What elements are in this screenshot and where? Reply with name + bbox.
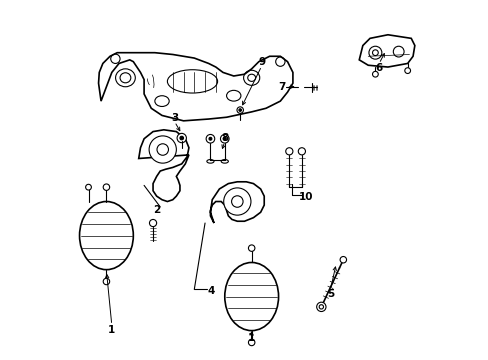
Circle shape	[237, 107, 243, 113]
Circle shape	[208, 137, 211, 140]
Text: 10: 10	[298, 192, 313, 202]
Polygon shape	[359, 35, 414, 67]
Circle shape	[404, 68, 410, 73]
Circle shape	[103, 278, 109, 285]
Circle shape	[248, 339, 254, 346]
Circle shape	[239, 109, 241, 111]
Text: 6: 6	[375, 63, 382, 73]
Ellipse shape	[221, 159, 228, 163]
Circle shape	[339, 257, 346, 263]
Circle shape	[298, 148, 305, 155]
Text: 4: 4	[207, 286, 215, 296]
Text: 7: 7	[278, 82, 285, 92]
Text: 3: 3	[171, 113, 178, 123]
Circle shape	[285, 148, 292, 155]
Circle shape	[231, 196, 243, 207]
Text: 1: 1	[108, 325, 115, 335]
Polygon shape	[99, 53, 292, 121]
Text: 9: 9	[258, 57, 264, 67]
Circle shape	[103, 184, 109, 190]
Ellipse shape	[167, 70, 217, 93]
Polygon shape	[139, 130, 188, 202]
Ellipse shape	[206, 159, 214, 163]
Ellipse shape	[80, 202, 133, 270]
Circle shape	[180, 136, 183, 140]
Circle shape	[248, 245, 254, 251]
Circle shape	[177, 134, 186, 143]
Ellipse shape	[224, 262, 278, 330]
Text: 8: 8	[221, 133, 228, 143]
Circle shape	[223, 188, 250, 215]
Circle shape	[372, 71, 378, 77]
Circle shape	[220, 134, 228, 143]
Circle shape	[223, 137, 226, 140]
Circle shape	[157, 144, 168, 155]
Circle shape	[149, 220, 156, 226]
Text: 5: 5	[326, 289, 333, 299]
Text: 2: 2	[153, 206, 160, 216]
Circle shape	[316, 302, 325, 311]
Polygon shape	[210, 182, 264, 223]
Circle shape	[149, 136, 176, 163]
Circle shape	[85, 184, 91, 190]
Text: 1: 1	[247, 333, 255, 343]
Circle shape	[206, 134, 214, 143]
Ellipse shape	[178, 147, 185, 150]
